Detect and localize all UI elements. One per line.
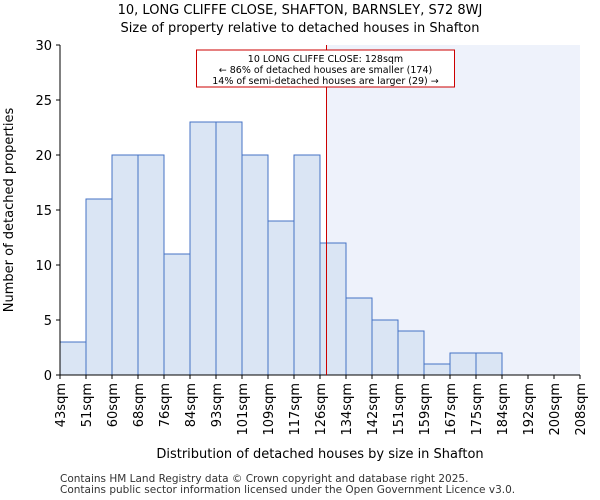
x-tick-label: 134sqm — [340, 383, 355, 436]
x-tick-label: 159sqm — [418, 383, 433, 436]
x-tick-label: 184sqm — [496, 383, 511, 436]
footer-line-2: Contains public sector information licen… — [60, 484, 516, 496]
bar — [163, 253, 191, 376]
bar — [345, 297, 373, 376]
footer-line-1: Contains HM Land Registry data © Crown c… — [60, 473, 469, 485]
bar — [293, 154, 321, 376]
x-tick-label: 175sqm — [470, 383, 485, 436]
x-tick-label: 208sqm — [574, 383, 589, 436]
x-tick-label: 84sqm — [184, 383, 199, 427]
annotation-line-2: ← 86% of detached houses are smaller (17… — [219, 65, 432, 76]
y-axis-label: Number of detached properties — [2, 108, 17, 313]
bar — [111, 154, 139, 376]
bar — [215, 121, 243, 376]
x-tick-label: 43sqm — [54, 383, 69, 427]
annotation-box — [196, 49, 455, 88]
x-tick-label: 192sqm — [522, 383, 537, 436]
x-tick-label: 93sqm — [210, 383, 225, 427]
bar — [371, 319, 399, 376]
chart-title: 10, LONG CLIFFE CLOSE, SHAFTON, BARNSLEY… — [117, 3, 483, 18]
x-tick-label: 60sqm — [106, 383, 121, 427]
bar — [59, 341, 87, 376]
bar — [189, 121, 217, 376]
y-tick-label: 20 — [35, 149, 52, 164]
y-tick-label: 30 — [35, 39, 52, 54]
bar — [241, 154, 269, 376]
bar — [137, 154, 165, 376]
x-tick-label: 76sqm — [158, 383, 173, 427]
x-tick-label: 126sqm — [314, 383, 329, 436]
bar — [397, 330, 425, 376]
x-axis-label: Distribution of detached houses by size … — [156, 447, 483, 462]
bar — [319, 242, 347, 376]
bar — [475, 352, 503, 376]
annotation-line-1: 10 LONG CLIFFE CLOSE: 128sqm — [248, 54, 403, 65]
bar — [449, 352, 477, 376]
x-tick-label: 200sqm — [548, 383, 563, 436]
x-tick-label: 68sqm — [132, 383, 147, 427]
x-tick-label: 109sqm — [262, 383, 277, 436]
y-tick-label: 15 — [35, 204, 52, 219]
x-tick-label: 117sqm — [288, 383, 303, 436]
x-tick-label: 51sqm — [80, 383, 95, 427]
bar — [85, 198, 113, 376]
x-tick-label: 151sqm — [392, 383, 407, 436]
y-tick-label: 0 — [44, 369, 52, 384]
x-tick-label: 142sqm — [366, 383, 381, 436]
x-tick-label: 101sqm — [236, 383, 251, 436]
annotation-line-3: 14% of semi-detached houses are larger (… — [212, 76, 439, 87]
y-tick-label: 10 — [35, 259, 52, 274]
bar — [423, 363, 451, 376]
y-tick-label: 5 — [44, 314, 52, 329]
y-tick-label: 25 — [35, 94, 52, 109]
chart-subtitle: Size of property relative to detached ho… — [120, 21, 480, 36]
bar — [267, 220, 295, 376]
x-tick-label: 167sqm — [444, 383, 459, 436]
